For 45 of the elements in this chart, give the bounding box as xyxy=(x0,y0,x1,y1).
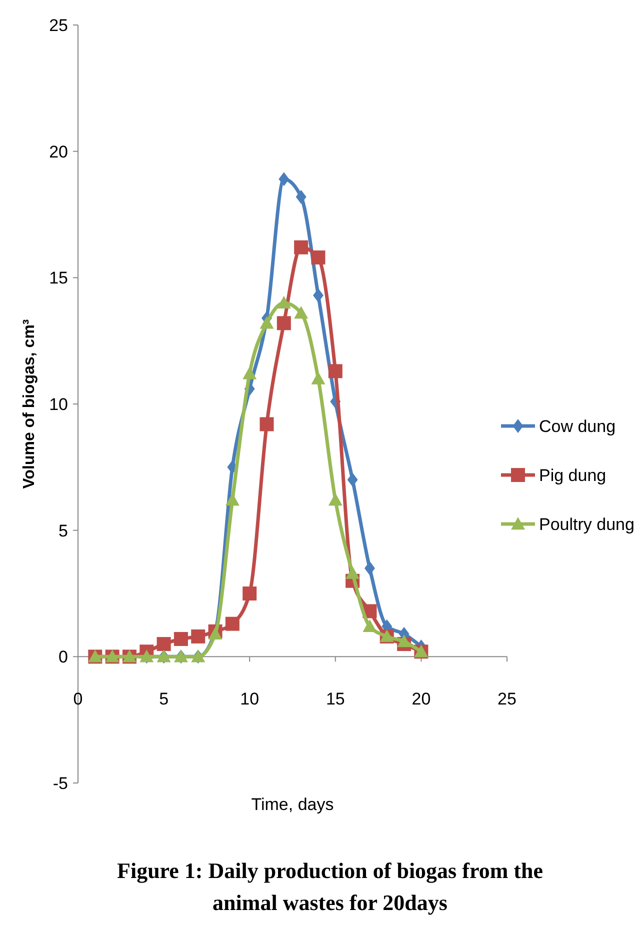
point xyxy=(311,250,326,264)
point xyxy=(174,632,188,646)
point xyxy=(208,626,222,640)
text: Figure 1: Daily production of biogas from the animal wastes for 20days xyxy=(116,857,544,917)
point xyxy=(312,288,324,302)
point xyxy=(346,566,360,579)
x-axis-title: Time, days xyxy=(251,795,334,814)
point xyxy=(225,493,240,506)
y-tick-label: 5 xyxy=(58,521,68,540)
x-tick-label: 25 xyxy=(498,690,516,709)
point xyxy=(294,240,308,254)
legend-label: Pig dung xyxy=(539,466,606,485)
point xyxy=(276,296,291,309)
point xyxy=(191,629,206,644)
point xyxy=(276,316,291,330)
y-tick-label: 10 xyxy=(49,394,68,414)
legend-label: Cow dung xyxy=(539,416,616,436)
point xyxy=(347,472,358,487)
point xyxy=(397,634,412,648)
point xyxy=(260,316,274,329)
point xyxy=(242,586,257,600)
x-tick-label: 5 xyxy=(159,690,169,709)
point xyxy=(294,306,308,319)
point xyxy=(328,364,342,378)
y-tick-label: 20 xyxy=(49,142,68,162)
x-tick-label: 15 xyxy=(326,690,345,709)
point xyxy=(311,372,326,384)
point xyxy=(296,190,306,204)
point xyxy=(260,417,274,432)
point xyxy=(225,616,240,631)
y-tick-label: 25 xyxy=(49,16,68,35)
point xyxy=(242,366,257,380)
point xyxy=(156,637,171,652)
y-tick-label: -5 xyxy=(52,774,68,793)
point xyxy=(364,561,375,576)
legend-label: Poultry dung xyxy=(539,514,634,534)
point xyxy=(362,619,377,632)
x-tick-label: 10 xyxy=(240,690,260,709)
x-tick-label: 20 xyxy=(412,690,431,709)
x-tick-label: 0 xyxy=(73,690,83,709)
y-tick-label: 15 xyxy=(49,268,68,288)
y-tick-label: 0 xyxy=(58,648,68,667)
y-axis-title: Volume of biogas, cm³ xyxy=(21,319,38,489)
point xyxy=(328,493,342,506)
point xyxy=(278,172,290,186)
